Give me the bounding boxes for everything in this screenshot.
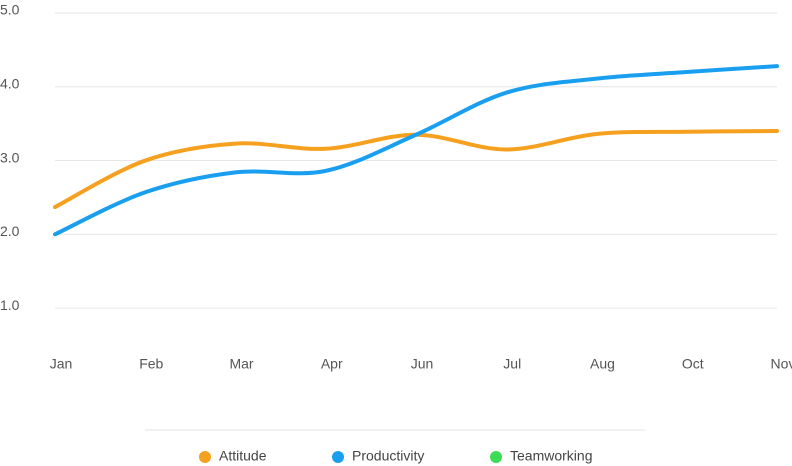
y-tick-label: 4.0 xyxy=(0,75,20,91)
series-line xyxy=(53,129,779,210)
legend-item: Attitude xyxy=(199,448,267,464)
legend-item: Teamworking xyxy=(490,448,592,464)
x-tick-label: Jun xyxy=(411,356,434,372)
x-tick-label: Oct xyxy=(682,356,704,372)
x-tick-label: Feb xyxy=(139,356,163,372)
legend-label: Attitude xyxy=(219,448,267,464)
x-tick-label: Apr xyxy=(321,356,343,372)
x-tick-label: Aug xyxy=(590,356,615,372)
x-tick-label: Nov xyxy=(771,356,792,372)
x-tick-label: Mar xyxy=(229,356,253,372)
legend: Attitude Productivity Teamworking xyxy=(199,448,592,464)
legend-item: Productivity xyxy=(332,448,424,464)
y-tick-label: 3.0 xyxy=(0,149,20,165)
legend-marker xyxy=(332,451,344,463)
x-tick-label: Jan xyxy=(50,356,73,372)
legend-label: Teamworking xyxy=(510,448,592,464)
y-tick-label: 5.0 xyxy=(0,2,20,18)
legend-marker xyxy=(490,451,502,463)
y-tick-label: 2.0 xyxy=(0,223,20,239)
x-tick-label: Jul xyxy=(503,356,521,372)
series-line xyxy=(53,64,779,237)
y-tick-label: 1.0 xyxy=(0,297,20,313)
legend-label: Productivity xyxy=(352,448,424,464)
legend-marker xyxy=(199,451,211,463)
